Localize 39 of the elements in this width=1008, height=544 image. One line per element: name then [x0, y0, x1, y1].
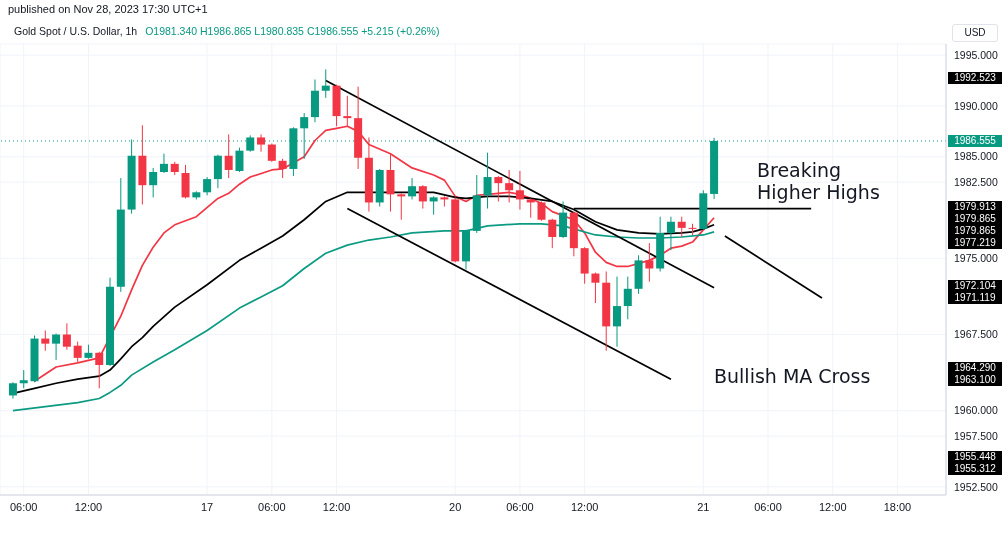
chart-subtitle: O1981.340 H1986.865 L1980.835 C1986.555 +5.215 (+0.26%): [145, 25, 440, 37]
y-tick-label: 1957.500: [954, 429, 998, 442]
text: 1977.219: [948, 237, 1002, 249]
x-tick-label: 06:00: [754, 500, 782, 513]
text: 1963.100: [948, 374, 1002, 386]
text: published on Nov 28, 2023 17:30 UTC+1: [8, 3, 208, 16]
x-tick-label: 17: [200, 500, 214, 513]
text: 1992.523: [948, 72, 1002, 84]
x-tick-label: 18:00: [883, 500, 912, 513]
text: 1955.448: [948, 451, 1002, 463]
y-tick-label: 1960.000: [954, 404, 998, 417]
x-tick-label: 21: [697, 500, 710, 513]
text: 1955.312: [948, 463, 1002, 475]
ref-line-label: 1986.555: [948, 134, 1002, 147]
x-tick-label: 06:00: [9, 500, 38, 513]
x-tick-label: 20: [449, 500, 462, 513]
chart-title: Gold Spot / U.S. Dollar, 1h: [14, 25, 138, 37]
text: 1971.119: [948, 292, 1002, 304]
y-tick-label: 1995.000: [954, 48, 998, 61]
x-tick-label: 12:00: [818, 500, 847, 513]
x-tick-label: 12:00: [74, 500, 103, 513]
x-tick-label: 06:00: [506, 500, 534, 513]
annotation: Bullish MA Cross: [714, 365, 871, 388]
y-tick-label: 1990.000: [954, 99, 998, 112]
x-tick-label: 06:00: [258, 500, 286, 513]
y-tick-label: 1985.000: [954, 150, 998, 163]
x-tick-label: 12:00: [570, 500, 599, 513]
x-tick-label: 12:00: [322, 500, 351, 513]
text: 1979.865: [948, 213, 1002, 225]
text: 1979.865: [948, 225, 1002, 237]
y-tick-label: 1952.500: [954, 480, 998, 493]
text: 1964.290: [948, 362, 1002, 374]
y-axis-title: USD: [952, 24, 998, 42]
y-tick-label: 1982.500: [954, 175, 998, 188]
annotation: Breaking Higher Highs: [757, 159, 880, 204]
y-tick-label: 1967.500: [954, 328, 998, 341]
y-tick-label: 1975.000: [954, 252, 998, 265]
text: 1972.104: [948, 280, 1002, 292]
text: 1979.913: [948, 201, 1002, 213]
